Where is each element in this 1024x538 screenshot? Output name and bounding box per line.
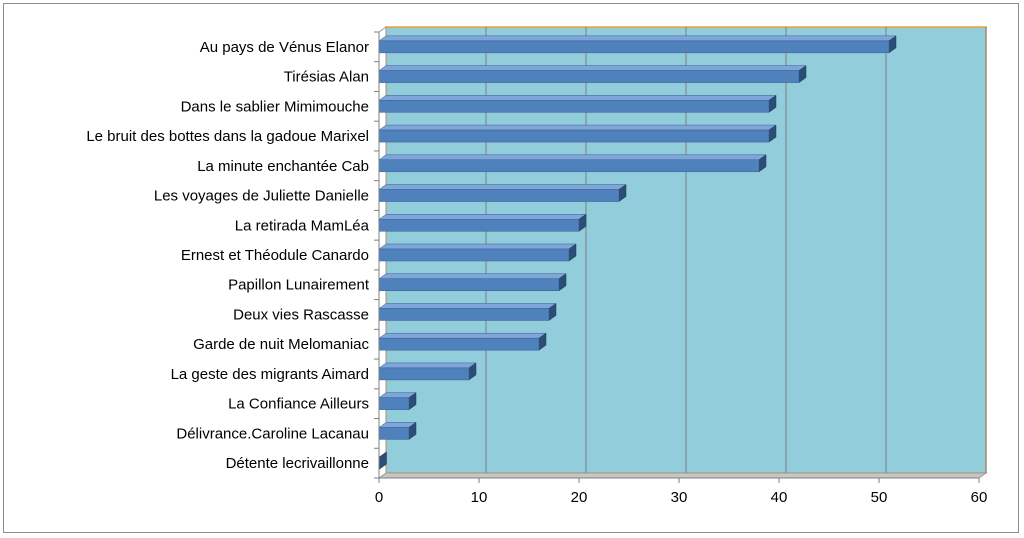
category-label: Les voyages de Juliette Danielle [154,188,369,205]
tick-labels: 0 10 20 30 40 50 60 [375,489,988,506]
bar-top-face [378,243,577,250]
bar [378,213,587,232]
bar [378,273,567,292]
bar [378,302,557,321]
bar [378,94,777,113]
bar-front-face [378,397,410,410]
bar-front-face [378,129,770,143]
category-label: Papillon Lunairement [228,277,370,294]
bar [378,243,577,262]
x-tick-label: 10 [471,489,488,506]
bar-front-face [378,337,540,351]
bar-top-face [378,273,567,279]
category-label: Détente lecrivaillonne [226,455,369,472]
x-tick-label: 40 [771,489,788,506]
bar-top-face [378,35,897,42]
bar [378,184,627,203]
bar-top-face [378,303,557,309]
bar [378,392,417,411]
bar-front-face [378,219,580,232]
bar [378,362,477,381]
bar-front-face [378,427,410,440]
category-label: Tirésias Alan [284,69,369,86]
category-label: Le bruit des bottes dans la gadoue Marix… [86,128,369,145]
bar [378,154,767,173]
bar-front-face [378,367,470,381]
bar-top-face [378,95,777,101]
bar-front-face [378,278,560,291]
bar [378,332,547,351]
category-label: La Confiance Ailleurs [228,396,369,413]
chart-frame: Au pays de Vénus Elanor Tirésias Alan Dans… [3,3,1019,533]
category-label: La minute enchantée Cab [197,158,369,175]
category-label: Au pays de Vénus Elanor [200,39,369,56]
bar-front-face [378,308,550,321]
bar-top-face [378,214,587,220]
bar-top-face [378,184,627,190]
category-label: Deux vies Rascasse [233,306,369,323]
bar [378,65,807,84]
x-tick-label: 50 [871,489,888,506]
category-label: La retirada MamLéa [235,217,370,234]
plot-floor [377,472,988,479]
bar-front-face [378,189,620,202]
x-tick-label: 60 [971,489,988,506]
x-tick-label: 30 [671,489,688,506]
axes [374,31,980,483]
category-label: Garde de nuit Melomaniac [193,336,369,353]
category-label: Ernest et Théodule Canardo [181,247,369,264]
bar [378,35,897,54]
category-label: La geste des migrants Aimard [171,366,369,383]
bar-front-face [378,159,760,173]
category-label: Délivrance.Caroline Lacanau [176,425,369,442]
x-tick-label: 20 [571,489,588,506]
bar-front-face [378,40,890,54]
bar-chart: Au pays de Vénus Elanor Tirésias Alan Dans… [86,26,988,506]
bar-front-face [378,70,800,83]
bar-top-face [378,124,777,131]
bar-top-face [378,65,807,71]
category-label: Dans le sablier Mimimouche [181,98,369,115]
bar-top-face [378,362,477,369]
bar [378,421,417,440]
bar-front-face [378,100,770,113]
category-labels: Au pays de Vénus Elanor Tirésias Alan Dans… [86,39,370,472]
bar-front-face [378,248,570,262]
bar-top-face [378,154,767,161]
bar-top-face [378,332,547,339]
x-tick-label: 0 [375,489,383,506]
bar [378,124,777,143]
